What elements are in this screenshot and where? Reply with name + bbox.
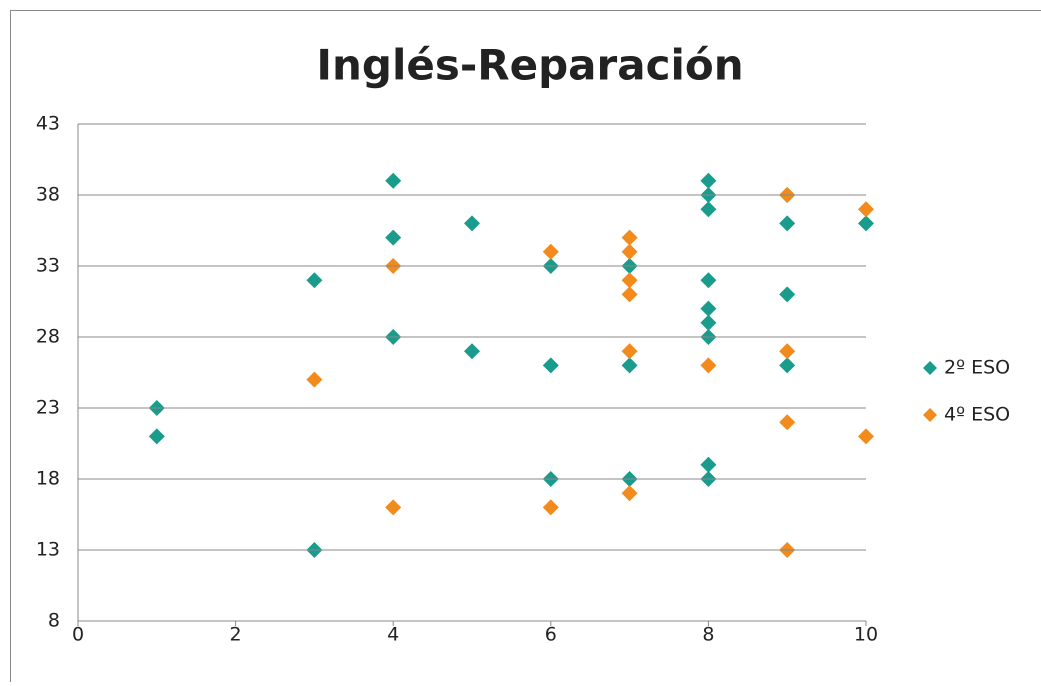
point bbox=[700, 173, 716, 189]
point bbox=[385, 173, 401, 189]
point bbox=[385, 499, 401, 515]
y-tick-label: 33 bbox=[36, 255, 60, 277]
x-tick-label: 10 bbox=[854, 624, 878, 646]
point bbox=[858, 428, 874, 444]
point bbox=[779, 286, 795, 302]
legend-marker bbox=[923, 361, 937, 375]
legend-label: 2º ESO bbox=[944, 357, 1010, 379]
y-tick-label: 23 bbox=[36, 397, 60, 419]
grid bbox=[78, 124, 866, 626]
legend-label: 4º ESO bbox=[944, 404, 1010, 426]
x-tick-label: 6 bbox=[545, 624, 557, 646]
point bbox=[464, 343, 480, 359]
point bbox=[700, 357, 716, 373]
point bbox=[779, 357, 795, 373]
x-tick-label: 8 bbox=[702, 624, 714, 646]
y-tick-label: 13 bbox=[36, 539, 60, 561]
point bbox=[622, 286, 638, 302]
x-tick-label: 4 bbox=[387, 624, 399, 646]
point bbox=[543, 357, 559, 373]
point bbox=[700, 201, 716, 217]
point bbox=[700, 301, 716, 317]
point bbox=[779, 343, 795, 359]
x-tick-label: 2 bbox=[230, 624, 242, 646]
point bbox=[622, 244, 638, 260]
y-tick-label: 18 bbox=[36, 468, 60, 490]
point bbox=[858, 215, 874, 231]
point bbox=[385, 230, 401, 246]
point bbox=[700, 272, 716, 288]
point bbox=[306, 272, 322, 288]
point bbox=[149, 428, 165, 444]
point bbox=[622, 485, 638, 501]
point bbox=[779, 215, 795, 231]
point bbox=[622, 272, 638, 288]
marks bbox=[149, 173, 874, 558]
point bbox=[306, 372, 322, 388]
point bbox=[543, 244, 559, 260]
x-tick-label: 0 bbox=[72, 624, 84, 646]
point bbox=[464, 215, 480, 231]
point bbox=[543, 499, 559, 515]
y-tick-label: 8 bbox=[48, 610, 60, 632]
point bbox=[700, 457, 716, 473]
chart-border bbox=[11, 11, 1041, 683]
point bbox=[622, 357, 638, 373]
point bbox=[700, 315, 716, 331]
y-tick-label: 43 bbox=[36, 113, 60, 135]
point bbox=[779, 414, 795, 430]
point bbox=[622, 343, 638, 359]
point bbox=[858, 201, 874, 217]
y-tick-label: 28 bbox=[36, 326, 60, 348]
point bbox=[622, 230, 638, 246]
legend-marker bbox=[923, 408, 937, 422]
chart-title: Inglés-Reparación bbox=[316, 41, 743, 90]
y-tick-label: 38 bbox=[36, 184, 60, 206]
